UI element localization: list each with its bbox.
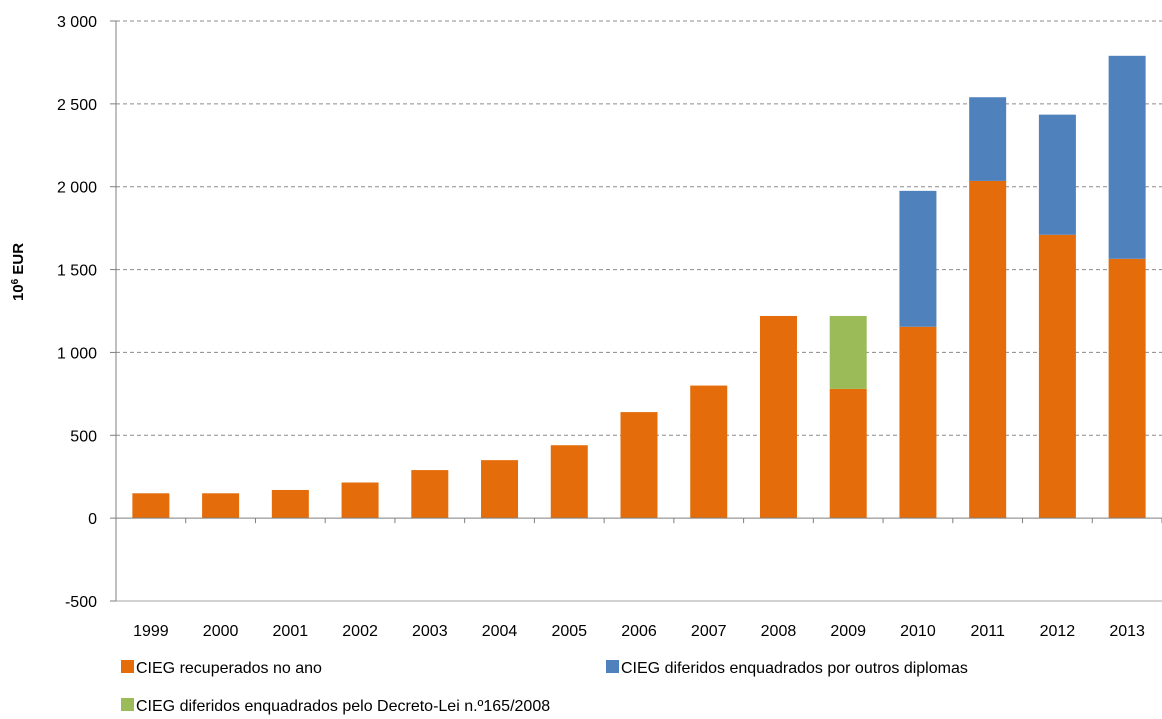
y-tick-label: 2 000 [57,180,97,197]
y-tick-label: 1 000 [57,345,97,362]
x-tick-label: 2003 [412,623,448,640]
y-tick-label: 500 [70,428,97,445]
x-tick-label: 2000 [203,623,239,640]
bar-2006 [620,412,658,519]
x-tick-label: 2006 [621,623,657,640]
x-tick-label: 1999 [133,623,169,640]
x-tick-label: 2008 [761,623,797,640]
legend-swatch [606,660,619,673]
x-tick-label: 2007 [691,623,727,640]
bar-2013 [1108,258,1146,519]
bars [132,55,1146,519]
axes [115,21,1162,602]
y-tick-label: 3 000 [57,14,97,31]
x-tick-label: 2005 [551,623,587,640]
bar-2010 [899,190,937,327]
legend-label: CIEG diferidos enquadrados pelo Decreto-… [136,698,550,715]
y-tick-label: -500 [65,594,97,611]
bar-2011 [969,97,1007,181]
bar-2012 [1038,114,1076,235]
bar-2005 [550,445,588,519]
x-tick-label: 2001 [273,623,309,640]
legend-label: CIEG diferidos enquadrados por outros di… [621,660,968,677]
x-tick-label: 2002 [342,623,378,640]
x-tick-label: 2013 [1109,623,1145,640]
x-tick-label: 2011 [970,623,1005,640]
x-tick-label: 2009 [830,623,866,640]
legend-swatch [121,660,134,673]
y-tick-label: 1 500 [57,263,97,280]
bar-2000 [202,493,240,519]
bar-2004 [481,460,519,519]
bar-2008 [759,315,797,519]
y-tick-label: 2 500 [57,97,97,114]
bar-2009 [829,315,867,389]
x-tick-label: 2004 [482,623,518,640]
y-tick-labels: -500 0 500 1 000 1 500 2 000 2 500 3 000 [57,14,97,611]
x-tick-label: 2012 [1040,623,1076,640]
y-tick-label: 0 [88,511,97,528]
bar-2007 [690,385,728,519]
bar-2001 [271,489,309,519]
y-axis-label: 106 EUR [10,243,28,301]
bar-2011 [969,180,1007,519]
bar-2003 [411,470,449,519]
bar-1999 [132,493,170,519]
legend-swatch [121,698,134,711]
bar-2012 [1038,234,1076,519]
x-tick-label: 2010 [900,623,936,640]
bar-2002 [341,482,379,519]
legend-label: CIEG recuperados no ano [136,660,322,677]
x-tick-labels: 1999 2000 2001 2002 2003 2004 2005 2006 2007 2008… [133,623,1145,640]
legend: CIEG recuperados no ano CIEG diferidos en… [121,660,968,715]
bar-2013 [1108,55,1146,259]
bar-2010 [899,326,937,519]
bar-2009 [829,388,867,519]
